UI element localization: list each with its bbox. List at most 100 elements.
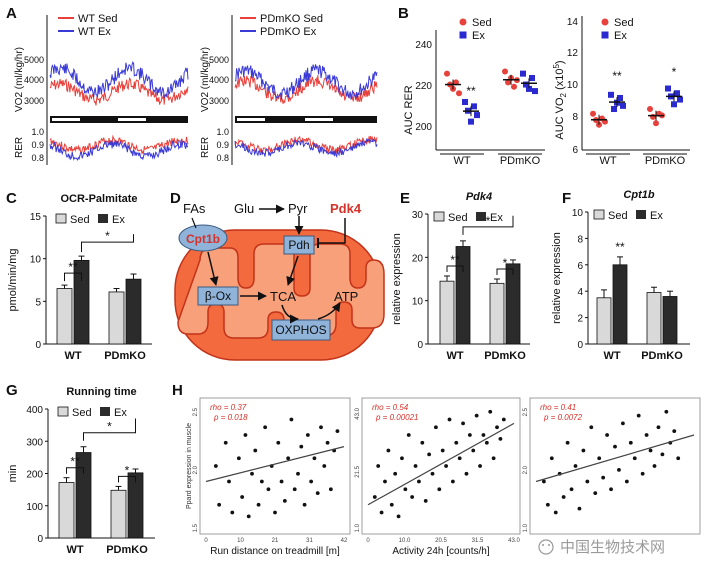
data-point [561, 495, 566, 499]
data-point-sed [647, 106, 653, 113]
data-point [322, 464, 327, 468]
ylabel-vo2-left: VO2 (ml/kg/hr) [14, 47, 25, 112]
data-point-sed [444, 70, 450, 77]
panel-g: Running time 400 300 200 100 0 min Sed Ex WT PDmKO… [7, 386, 155, 556]
data-point [240, 495, 245, 499]
label-fas: FAs [183, 201, 206, 216]
svg-text:10: 10 [567, 80, 579, 91]
data-point [305, 433, 310, 437]
y-tick-label: 10 [412, 297, 424, 308]
svg-text:PDmKO Sed: PDmKO Sed [260, 13, 323, 25]
data-point [491, 456, 496, 461]
svg-text:WT Sed: WT Sed [78, 13, 118, 25]
data-point [296, 471, 300, 476]
data-point [474, 413, 479, 418]
beta-ox-node [197, 286, 239, 306]
data-point [250, 471, 254, 476]
data-point [454, 440, 459, 445]
data-point [406, 433, 411, 437]
bar-ex [505, 263, 521, 345]
x-tick-label: WT [446, 350, 463, 362]
series-line-wt-sed [49, 76, 189, 106]
bar-sed [58, 482, 75, 539]
data-point [628, 440, 633, 445]
panel-h: rho = 0.37p = 0.018 0 10 21 31 42 1.5 2.0 2.5 Run… [186, 397, 701, 557]
series-line-wt-sed-rer [49, 134, 189, 156]
ylabel-rer-right: RER [200, 137, 211, 158]
data-point [501, 417, 506, 422]
data-point-ex [665, 85, 671, 92]
y-tick-label: 1.0 [355, 523, 361, 532]
y-tick-label: 21.5 [355, 465, 361, 477]
x-tick-label: PDmKO [104, 350, 146, 362]
data-point-ex [608, 91, 614, 98]
ylabel-auc-rer: AUC RER [403, 85, 415, 135]
svg-text:Sed: Sed [614, 17, 634, 29]
data-point-ex [523, 81, 529, 88]
svg-text:1.0: 1.0 [31, 127, 44, 137]
data-point [613, 444, 617, 449]
legend-swatch-ex [100, 407, 110, 416]
data-point-ex [611, 106, 617, 113]
plot-frame [361, 397, 521, 535]
data-point [328, 487, 333, 492]
data-point-ex [529, 75, 535, 81]
data-point [302, 502, 307, 507]
data-point-sed [502, 68, 508, 75]
series-line-wt-ex-rer [49, 139, 188, 162]
data-point-sed [505, 79, 511, 86]
data-point [256, 502, 261, 507]
sig-bracket [83, 418, 136, 441]
mito-inner [177, 243, 385, 339]
data-point [413, 464, 418, 468]
svg-text:1.0: 1.0 [216, 127, 229, 137]
bar-ex [125, 278, 142, 345]
y-tick-label: 2.0 [523, 465, 529, 474]
significance-mark: ** [466, 84, 476, 98]
data-point [393, 471, 398, 476]
series-line-pd-sed-rer [234, 135, 378, 155]
legend-label-ex: Ex [650, 210, 663, 222]
panel-a-left: WT Sed WT Ex VO2 (ml/kg/hr) 5000 4000 30… [14, 13, 189, 165]
data-point [577, 506, 582, 511]
watermark: 中国生物技术网 [560, 539, 665, 556]
data-point [648, 448, 653, 453]
bar-sed [596, 297, 612, 345]
y-tick-label: 2.5 [193, 407, 199, 416]
data-point [243, 433, 248, 437]
x-tick-label: WT [66, 544, 83, 556]
data-point [227, 479, 231, 484]
significance-mark: * [503, 256, 508, 270]
panel-label-b: B [398, 5, 409, 22]
y-tick-label: 30 [412, 210, 424, 221]
panel-label-h: H [172, 382, 183, 399]
legend-label-sed: Sed [72, 407, 92, 419]
data-point [259, 479, 264, 484]
data-point [246, 514, 251, 519]
significance-mark: ** [615, 240, 625, 254]
x-tick-label: 0 [366, 538, 370, 544]
data-point [478, 464, 482, 468]
y-tick-label: 43.0 [355, 407, 361, 419]
data-point-ex [677, 96, 683, 103]
data-point [315, 491, 320, 496]
y-tick-label: 0 [37, 534, 43, 545]
data-point [282, 498, 287, 503]
data-point [223, 440, 228, 445]
data-point [573, 464, 578, 468]
panel-label-e: E [400, 190, 410, 207]
y-tick-label: 10 [572, 208, 584, 219]
data-point-sed [456, 90, 462, 97]
panel-label-c: C [6, 190, 17, 207]
panel-e: Pdk4 30 20 10 0 relative expression Sed Ex WT PDm… [391, 191, 530, 362]
y-tick-label: 15 [30, 212, 42, 223]
data-point [624, 479, 629, 484]
x-tick-label: 20.5 [435, 538, 447, 544]
data-point-ex [474, 112, 480, 119]
data-point [545, 502, 550, 507]
x-tick-label: 21 [272, 538, 279, 544]
panel-d-diagram: FAs Glu Pyr Pdk4 Cpt1b Pdh β-Ox TCA ATP … [174, 201, 385, 361]
svg-text:3000: 3000 [209, 96, 229, 106]
y-tick-label: 0 [417, 340, 423, 351]
x-tick-label: 31.5 [472, 538, 484, 544]
